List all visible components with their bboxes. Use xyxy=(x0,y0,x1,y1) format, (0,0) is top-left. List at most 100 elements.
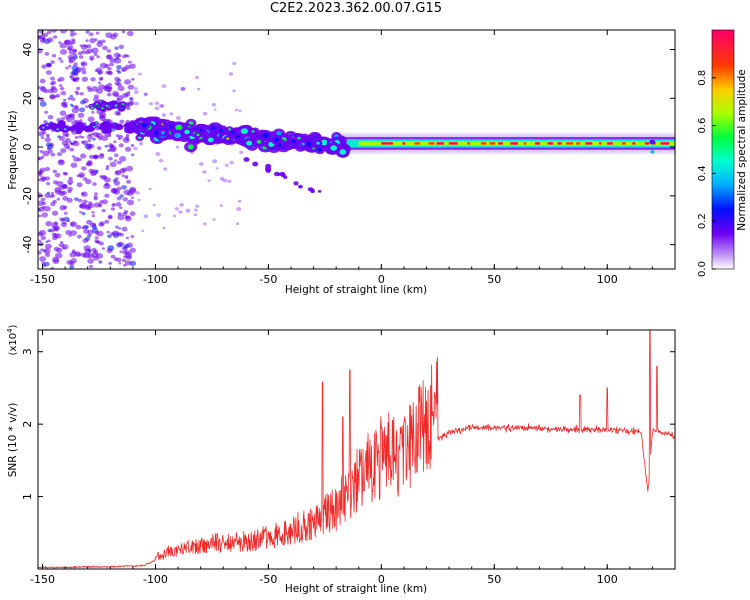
x-tick-label: 100 xyxy=(597,573,618,586)
spectrogram-cell xyxy=(60,117,65,121)
spectrogram-cell xyxy=(70,162,78,168)
spectrogram-cell xyxy=(109,62,114,67)
spectrogram-cell xyxy=(68,176,73,181)
y-tick-label: 3 xyxy=(21,348,34,355)
spectrogram-cell xyxy=(44,110,49,114)
spectrogram-cell xyxy=(38,239,42,243)
spectrogram-cell xyxy=(117,85,125,92)
spectrogram-cell xyxy=(101,208,106,213)
spectrogram-cell xyxy=(91,110,95,114)
spectrogram-cell xyxy=(239,150,244,155)
spectrogram-cell xyxy=(175,145,180,149)
blob-core xyxy=(316,141,320,145)
spectrogram-cell xyxy=(143,214,149,219)
spectrogram-cell xyxy=(42,32,49,37)
spectrogram-frame xyxy=(37,29,676,270)
spectrogram-cell xyxy=(109,161,117,168)
spectrogram-cell xyxy=(197,87,201,91)
colorbar-tick-label: 0.8 xyxy=(697,70,708,86)
spectrogram-cell xyxy=(222,178,228,183)
spectrogram-cell xyxy=(98,84,105,90)
spectrogram-cell xyxy=(66,259,73,265)
spectrogram-cell xyxy=(53,35,58,39)
x-tick-label: -50 xyxy=(259,273,277,286)
spectrogram-cell xyxy=(56,121,66,129)
spectrogram-cell xyxy=(213,108,217,111)
spectrogram-cell xyxy=(126,165,134,172)
x-tick-label: -150 xyxy=(30,273,55,286)
spectrogram-cell xyxy=(63,40,67,43)
spectrogram-cell xyxy=(101,199,109,205)
spectrogram-cell xyxy=(207,179,211,183)
spectrogram-cell xyxy=(47,115,54,120)
spectrogram-cell xyxy=(121,30,126,34)
spectrogram-cell xyxy=(158,104,164,108)
spectrogram-cell xyxy=(219,204,223,207)
spectrogram-cell xyxy=(117,137,121,141)
spectrogram-cell xyxy=(130,144,135,147)
main-band-cell xyxy=(498,142,503,145)
spectrogram-cell xyxy=(59,185,65,190)
spectrogram-cell xyxy=(114,159,118,162)
spectrogram-cell xyxy=(106,165,110,168)
spectrogram-cell xyxy=(283,175,288,179)
spectrogram-cell xyxy=(137,198,141,202)
spectrogram-cell xyxy=(158,158,164,163)
spectrogram-cell xyxy=(60,241,64,244)
blob-core xyxy=(256,140,262,144)
spectrogram-cell xyxy=(59,42,67,49)
spectrogram-cell xyxy=(118,143,124,148)
spectrogram-cell xyxy=(55,252,63,259)
spectrogram-cell xyxy=(69,103,73,107)
spectrogram-cell xyxy=(114,81,120,86)
spectrogram-cell xyxy=(60,30,67,34)
spectrogram-cell xyxy=(87,258,94,264)
spectrogram-cell xyxy=(202,111,208,116)
spectrogram-cell xyxy=(85,179,92,185)
spectrogram-cell xyxy=(194,75,200,80)
spectrogram-cell xyxy=(229,160,234,165)
spectrogram-cell xyxy=(107,245,115,251)
spectrogram-cell xyxy=(95,31,100,35)
spectrogram-cell xyxy=(107,234,112,239)
spectrogram-cell xyxy=(90,77,96,82)
spectrogram-cell xyxy=(69,265,75,269)
spectrogram-cell xyxy=(175,115,181,120)
spectrogram-cell xyxy=(94,230,100,235)
spectrogram-cell xyxy=(41,212,48,218)
spectrogram-cell xyxy=(40,197,46,202)
spectrogram-cell xyxy=(60,60,64,63)
spectrogram-cell xyxy=(50,30,58,33)
spectrogram-cell xyxy=(154,101,160,105)
x-tick-label: -100 xyxy=(143,573,168,586)
spectrogram-cell xyxy=(50,192,55,195)
spectrogram-cell xyxy=(232,89,236,93)
spectrogram-cell xyxy=(57,152,63,157)
main-band-cell xyxy=(428,142,435,145)
spectrogram-cell xyxy=(107,134,112,138)
spectrogram-cell xyxy=(109,57,116,63)
spectrogram-cell xyxy=(115,202,122,207)
spectrogram-cell xyxy=(45,252,51,257)
spectrogram-cell xyxy=(174,207,179,211)
spectrogram-cell xyxy=(84,236,90,242)
spectrogram-cell xyxy=(42,126,45,129)
spectrogram-cell xyxy=(94,236,99,240)
spectrogram-cell xyxy=(52,199,57,204)
blob-core xyxy=(262,132,269,138)
spectrogram-cell xyxy=(62,196,69,201)
spectrogram-cell xyxy=(124,215,132,222)
spectrogram-cell xyxy=(119,156,127,162)
spectrogram-cell xyxy=(161,84,167,88)
spectrogram-cell xyxy=(203,222,207,226)
spectrogram-cell xyxy=(115,134,120,138)
spectrogram-cell xyxy=(115,225,119,229)
spectrogram-cell xyxy=(89,38,96,44)
blob-core xyxy=(291,139,296,143)
spectrogram-cell xyxy=(156,213,162,218)
spectrogram-cell xyxy=(103,127,112,134)
spectrogram-cell xyxy=(70,40,76,44)
spectrogram-cell xyxy=(107,66,112,71)
spectrogram-cell xyxy=(116,160,122,165)
spectrogram-cell xyxy=(101,120,111,128)
